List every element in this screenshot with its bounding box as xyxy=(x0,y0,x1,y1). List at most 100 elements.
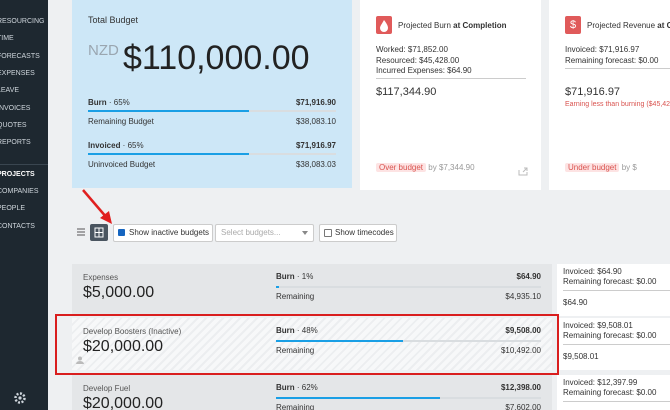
show-inactive-toggle[interactable]: Show inactive budgets xyxy=(113,224,213,242)
remaining-amount: $38,083.10 xyxy=(295,117,336,126)
remaining-amount: $7,602.00 xyxy=(505,403,541,410)
line: Resourced: $45,428.00 xyxy=(376,55,460,65)
amount: $71,916.97 xyxy=(295,141,336,150)
share-icon[interactable] xyxy=(518,166,529,176)
highlight-box xyxy=(55,314,559,375)
percent: · 1% xyxy=(294,272,314,281)
title: Total Budget xyxy=(88,15,139,25)
label-bold: Burn xyxy=(88,98,107,107)
progress-track xyxy=(88,110,336,112)
invoiced: Invoiced: $9,508.01 xyxy=(563,321,633,330)
progress-track xyxy=(276,397,541,399)
remaining-forecast: Remaining forecast: $0.00 xyxy=(563,331,657,340)
progress-fill xyxy=(276,397,441,399)
badge-row: Under budget by $ xyxy=(565,163,637,173)
invoice-card: Invoiced: $12,397.99 Remaining forecast: … xyxy=(557,375,670,410)
checkbox[interactable] xyxy=(324,229,332,237)
progress-track xyxy=(88,153,336,155)
nav-item[interactable]: CONTACTS xyxy=(0,222,35,230)
remaining-label: Remaining xyxy=(276,346,315,355)
amount: $110,000.00 xyxy=(123,39,310,77)
total: $71,916.97 xyxy=(565,86,621,98)
divider xyxy=(376,78,526,79)
invoiced: Invoiced: $12,397.99 xyxy=(563,378,638,387)
budget-row: Develop Fuel $20,000.00 Burn · 62% $12,398.… xyxy=(72,375,552,410)
placeholder: Select budgets... xyxy=(221,228,281,237)
progress-track xyxy=(276,340,541,342)
remaining-label: Uninvoiced Budget xyxy=(88,160,156,169)
nav-item[interactable]: LEAVE xyxy=(0,87,20,95)
label: Show inactive budgets xyxy=(129,228,210,237)
amount: $20,000.00 xyxy=(83,338,164,355)
annotation-arrow xyxy=(82,189,112,224)
label-bold: Burn xyxy=(276,272,295,281)
nav-item[interactable]: PROJECTS xyxy=(0,171,35,178)
title-text: Projected Revenue xyxy=(587,21,656,30)
percent: · 62% xyxy=(294,383,318,392)
divider xyxy=(563,344,670,345)
title: Projected Burn at Completion xyxy=(398,21,507,31)
label-bold: Burn xyxy=(276,326,295,335)
projected-burn-card: Projected Burn at Completion $117,344.90… xyxy=(360,0,541,190)
nav-item[interactable]: PEOPLE xyxy=(0,205,26,213)
nav-item[interactable]: TIME xyxy=(0,35,14,43)
amount: $71,916.90 xyxy=(295,98,336,107)
list-view-button[interactable] xyxy=(75,226,87,238)
label: Burn · 65% xyxy=(88,98,130,108)
nav-item[interactable]: REPORTS xyxy=(0,139,31,147)
burn-amount: $12,398.00 xyxy=(500,383,541,392)
name: Develop Fuel xyxy=(83,384,131,393)
invoiced: Invoiced: $64.90 xyxy=(563,267,622,276)
budget-row: Develop Boosters (Inactive) $20,000.00 Bur… xyxy=(72,318,552,370)
amount: $20,000.00 xyxy=(83,395,164,410)
burn-label: Burn · 1% xyxy=(276,272,313,282)
burn-amount: $64.90 xyxy=(516,272,541,281)
person-icon xyxy=(76,356,84,364)
title-bold: at Completion xyxy=(453,21,507,30)
label: Show timecodes xyxy=(335,228,394,237)
warning: Earning less than burning ($45,427 xyxy=(565,101,670,108)
progress-fill xyxy=(88,153,250,155)
burn-label: Burn · 48% xyxy=(276,326,318,336)
divider xyxy=(565,68,670,69)
nav-item[interactable]: INVOICES xyxy=(0,104,31,112)
amount: $5,000.00 xyxy=(83,284,155,301)
divider xyxy=(563,401,670,402)
percent: · 65% xyxy=(106,98,130,107)
badge-note: by $ xyxy=(621,163,637,172)
percent: · 65% xyxy=(120,141,144,150)
nav-item[interactable]: QUOTES xyxy=(0,121,27,129)
remaining-label: Remaining xyxy=(276,292,315,301)
remaining-label: Remaining Budget xyxy=(88,117,154,126)
label-bold: Invoiced xyxy=(88,141,121,150)
title: Projected Revenue at Completion xyxy=(587,21,670,31)
checkbox-checked[interactable] xyxy=(118,229,125,236)
total: $117,344.90 xyxy=(376,86,437,98)
title-bold: at Completion xyxy=(657,21,670,30)
settings-icon[interactable] xyxy=(13,391,27,405)
burn-label: Burn · 62% xyxy=(276,383,318,393)
name: Expenses xyxy=(83,273,119,282)
caret xyxy=(302,231,308,235)
budget-row: Expenses $5,000.00 Burn · 1% $64.90 Remainin… xyxy=(72,264,552,316)
remaining-forecast: Remaining forecast: $0.00 xyxy=(563,277,657,286)
line: Worked: $71,852.00 xyxy=(376,45,448,54)
nav-item[interactable]: EXPENSES xyxy=(0,69,35,77)
invoice-card: Invoiced: $9,508.01 Remaining forecast: $… xyxy=(557,318,670,370)
progress-fill xyxy=(276,286,279,288)
remaining-amount: $38,083.03 xyxy=(295,160,336,169)
burn-amount: $9,508.00 xyxy=(505,326,541,335)
remaining-label: Remaining xyxy=(276,403,315,410)
nav-item[interactable]: RESOURCING xyxy=(0,18,45,25)
percent: · 48% xyxy=(294,326,318,335)
grid-view-button[interactable] xyxy=(90,224,108,241)
nav-item[interactable]: COMPANIES xyxy=(0,188,39,196)
budget-select[interactable]: Select budgets... xyxy=(215,224,314,242)
nav-item[interactable]: FORECASTS xyxy=(0,52,40,60)
label-bold: Burn xyxy=(276,383,295,392)
total: $9,508.01 xyxy=(563,352,599,361)
currency: NZD xyxy=(88,42,119,59)
total-budget-card: Total Budget NZD $110,000.00 Burn · 65% $… xyxy=(72,0,352,188)
show-timecodes-toggle[interactable]: Show timecodes xyxy=(319,224,397,242)
sidebar: RESOURCING TIME FORECASTS EXPENSES LEAVE INVO… xyxy=(0,0,48,410)
